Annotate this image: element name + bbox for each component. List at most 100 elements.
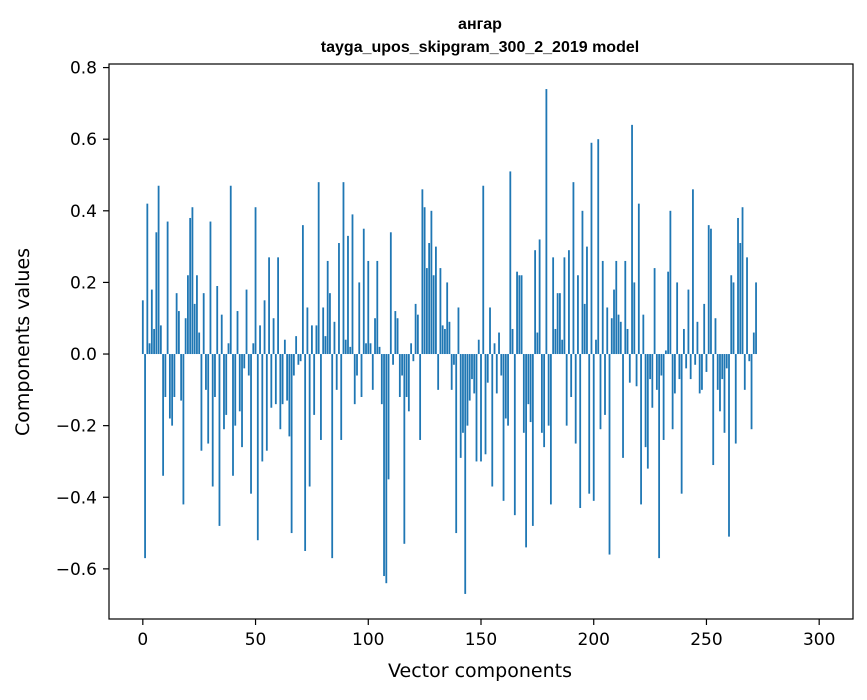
bar bbox=[746, 257, 748, 355]
bar bbox=[259, 325, 261, 355]
bar bbox=[380, 354, 383, 405]
bar bbox=[683, 328, 685, 355]
bar bbox=[730, 275, 733, 355]
bar bbox=[236, 311, 239, 355]
bar bbox=[243, 354, 246, 369]
bar bbox=[446, 282, 449, 355]
bar bbox=[342, 182, 345, 355]
bar bbox=[407, 354, 410, 412]
bar bbox=[547, 354, 550, 426]
bar bbox=[338, 243, 340, 355]
bar bbox=[628, 354, 631, 383]
bar bbox=[534, 250, 537, 355]
bar bbox=[466, 354, 469, 426]
bar bbox=[347, 235, 349, 355]
bar bbox=[516, 271, 518, 355]
bar bbox=[489, 307, 491, 355]
bar bbox=[678, 354, 681, 380]
bar bbox=[617, 314, 620, 355]
bar bbox=[640, 354, 642, 505]
bar bbox=[405, 354, 408, 397]
bar bbox=[513, 354, 516, 516]
bar bbox=[184, 318, 187, 355]
bar bbox=[412, 354, 415, 362]
y-tick-label: 0.2 bbox=[70, 273, 97, 293]
bar bbox=[710, 228, 712, 355]
y-tick-label: 0.6 bbox=[70, 130, 97, 150]
bar bbox=[335, 354, 338, 390]
chart-subtitle: tayga_upos_skipgram_300_2_2019 model bbox=[321, 39, 639, 56]
y-tick-label: −0.4 bbox=[56, 488, 97, 508]
bar bbox=[486, 354, 489, 383]
y-axis: −0.6 −0.4 −0.2 0.0 0.2 0.4 0.6 0.8 bbox=[56, 59, 109, 580]
bar bbox=[272, 318, 275, 355]
bar bbox=[168, 354, 171, 419]
bar bbox=[369, 343, 372, 355]
bar bbox=[166, 221, 169, 355]
bar bbox=[498, 332, 500, 355]
bar bbox=[507, 354, 509, 426]
bar bbox=[234, 354, 237, 426]
bar bbox=[349, 346, 352, 355]
bar bbox=[698, 354, 701, 394]
bar bbox=[577, 275, 579, 355]
bar bbox=[556, 293, 559, 355]
bar bbox=[358, 282, 361, 355]
bar bbox=[177, 311, 180, 355]
bar bbox=[396, 318, 399, 355]
bar bbox=[687, 289, 690, 355]
bar bbox=[743, 354, 746, 390]
bar bbox=[644, 354, 647, 448]
x-tick-label: 150 bbox=[465, 630, 497, 650]
bar bbox=[552, 257, 555, 355]
bar bbox=[385, 354, 388, 584]
bar bbox=[394, 311, 397, 355]
bar bbox=[324, 336, 327, 355]
bar bbox=[311, 325, 313, 355]
bar bbox=[531, 354, 534, 526]
bar bbox=[601, 260, 604, 355]
bar bbox=[378, 346, 381, 355]
bar bbox=[329, 293, 331, 355]
x-tick-label: 0 bbox=[137, 630, 148, 650]
bar bbox=[198, 332, 201, 355]
bar bbox=[304, 354, 307, 551]
bar bbox=[732, 282, 735, 355]
bar bbox=[444, 328, 446, 355]
bar bbox=[538, 239, 541, 355]
bar bbox=[301, 225, 304, 355]
bar bbox=[290, 354, 293, 534]
bar bbox=[685, 354, 688, 369]
bar bbox=[175, 293, 178, 355]
bar bbox=[207, 354, 210, 444]
bar bbox=[322, 307, 325, 355]
bar bbox=[475, 354, 478, 462]
bar bbox=[495, 354, 498, 394]
bar bbox=[755, 282, 757, 355]
bar bbox=[252, 343, 255, 355]
bar bbox=[568, 250, 570, 355]
bar bbox=[615, 260, 618, 355]
bar bbox=[155, 232, 158, 355]
bar bbox=[651, 354, 654, 408]
bar bbox=[340, 354, 343, 440]
bar bbox=[193, 303, 196, 355]
x-tick-label: 200 bbox=[578, 630, 610, 650]
bar bbox=[631, 124, 633, 355]
bar bbox=[545, 89, 548, 355]
bar bbox=[660, 354, 663, 376]
bar bbox=[247, 354, 250, 376]
bar bbox=[707, 225, 710, 355]
bar bbox=[579, 354, 582, 508]
bar bbox=[511, 328, 514, 355]
bar bbox=[297, 354, 300, 365]
bar bbox=[464, 354, 467, 594]
bar bbox=[662, 354, 665, 440]
bar bbox=[599, 354, 602, 430]
bar bbox=[480, 354, 482, 462]
bar bbox=[200, 354, 203, 451]
bar bbox=[371, 354, 374, 390]
bar bbox=[518, 275, 521, 355]
bar bbox=[484, 354, 487, 455]
bar bbox=[622, 354, 624, 458]
